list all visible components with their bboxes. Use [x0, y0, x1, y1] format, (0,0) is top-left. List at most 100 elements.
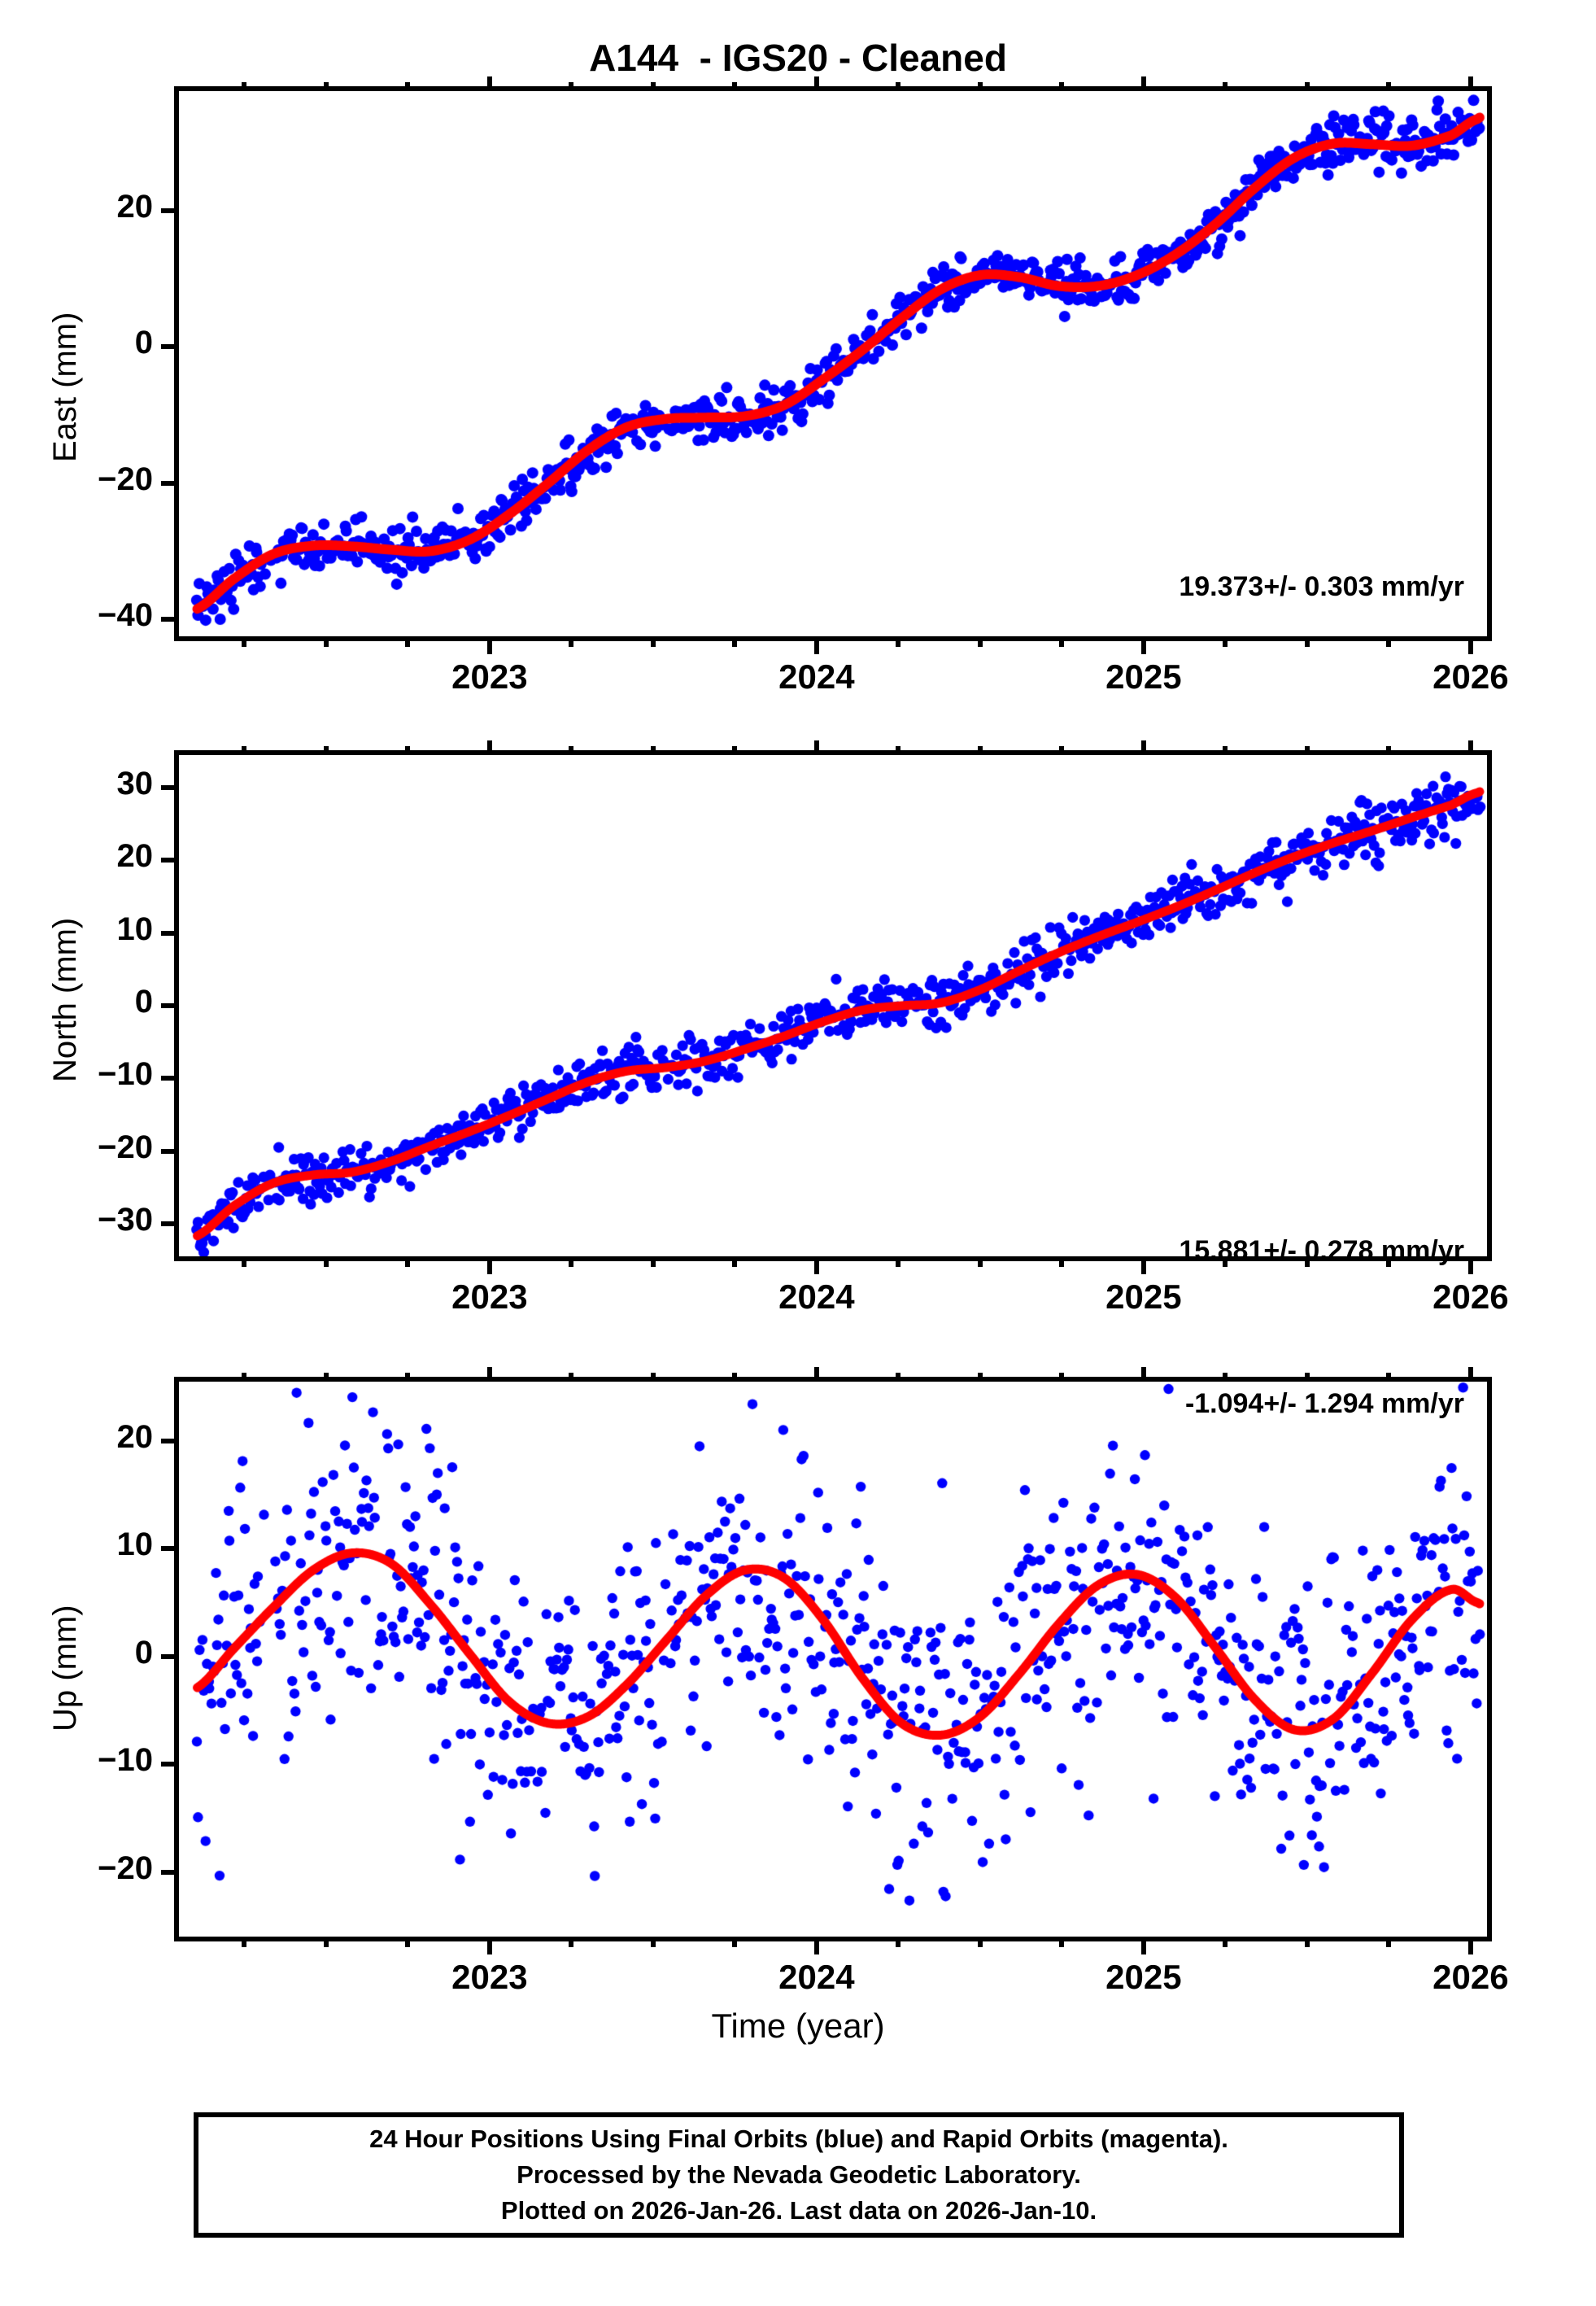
y-tick-label: 0 — [134, 325, 153, 361]
x-tick-mark-top — [896, 1373, 901, 1382]
x-tick-mark-top — [1467, 1367, 1473, 1382]
x-tick-label: 2024 — [778, 1277, 855, 1316]
y-tick-mark — [161, 1546, 179, 1552]
x-tick-mark-top — [1223, 746, 1228, 755]
panel-north — [174, 750, 1492, 1261]
x-tick-mark-minor — [242, 1256, 247, 1267]
x-tick-label: 2025 — [1105, 1277, 1182, 1316]
y-tick-label: −10 — [98, 1742, 153, 1779]
x-tick-mark-minor — [1223, 1937, 1228, 1947]
x-tick-mark-major — [486, 1937, 492, 1954]
y-tick-mark — [161, 1148, 179, 1154]
x-tick-mark-top — [486, 76, 492, 91]
x-tick-mark-top — [977, 746, 983, 755]
x-tick-mark-top — [1140, 76, 1146, 91]
x-tick-mark-minor — [569, 1256, 574, 1267]
x-tick-mark-top — [569, 1373, 574, 1382]
x-tick-mark-top — [1059, 746, 1065, 755]
x-tick-mark-top — [732, 82, 738, 91]
x-tick-mark-top — [486, 740, 492, 755]
x-tick-mark-minor — [732, 1256, 738, 1267]
y-tick-label: 10 — [116, 911, 154, 947]
y-tick-mark — [161, 1653, 179, 1659]
x-tick-mark-top — [323, 746, 329, 755]
x-tick-mark-top — [1304, 1373, 1310, 1382]
x-tick-mark-minor — [650, 1937, 656, 1947]
x-tick-label: 2024 — [778, 657, 855, 696]
x-tick-mark-minor — [1386, 636, 1392, 647]
x-tick-mark-major — [1467, 1256, 1473, 1274]
y-tick-mark — [161, 344, 179, 350]
x-tick-label: 2025 — [1105, 657, 1182, 696]
x-tick-mark-minor — [650, 1256, 656, 1267]
x-tick-mark-top — [569, 746, 574, 755]
x-tick-mark-top — [1223, 1373, 1228, 1382]
y-tick-mark — [161, 480, 179, 486]
x-tick-mark-top — [1059, 82, 1065, 91]
y-tick-label: −20 — [98, 461, 153, 497]
caption-box: 24 Hour Positions Using Final Orbits (bl… — [194, 2112, 1404, 2238]
y-tick-label: 0 — [134, 1634, 153, 1671]
y-tick-label: 10 — [116, 1526, 154, 1563]
x-tick-label: 2025 — [1105, 1958, 1182, 1996]
x-tick-mark-top — [405, 1373, 411, 1382]
y-tick-mark — [161, 1869, 179, 1875]
x-tick-mark-minor — [405, 636, 411, 647]
x-tick-mark-top — [1386, 746, 1392, 755]
y-tick-label: 20 — [116, 188, 154, 225]
x-tick-mark-top — [1304, 746, 1310, 755]
panel-north-rate-annotation: 15.881+/- 0.278 mm/yr — [1179, 1235, 1464, 1266]
x-tick-mark-top — [1140, 740, 1146, 755]
x-tick-mark-top — [977, 1373, 983, 1382]
page-title: A144 - IGS20 - Cleaned — [589, 37, 1007, 79]
x-tick-mark-top — [1467, 76, 1473, 91]
x-tick-mark-minor — [1223, 1256, 1228, 1267]
x-axis-label: Time (year) — [711, 2007, 885, 2045]
x-tick-mark-minor — [323, 636, 329, 647]
x-tick-mark-major — [1140, 1256, 1146, 1274]
x-tick-mark-major — [1140, 1937, 1146, 1954]
y-tick-label: −10 — [98, 1056, 153, 1093]
x-tick-label: 2026 — [1432, 657, 1509, 696]
x-tick-mark-minor — [242, 636, 247, 647]
x-tick-mark-minor — [1059, 1937, 1065, 1947]
x-tick-mark-minor — [896, 1937, 901, 1947]
x-tick-mark-minor — [732, 636, 738, 647]
y-tick-mark — [161, 207, 179, 213]
x-tick-mark-top — [323, 82, 329, 91]
x-tick-mark-top — [1059, 1373, 1065, 1382]
x-tick-mark-minor — [977, 636, 983, 647]
x-tick-mark-minor — [1223, 636, 1228, 647]
x-tick-mark-top — [813, 76, 819, 91]
panel-north-plot-area — [179, 755, 1487, 1256]
x-tick-mark-top — [732, 746, 738, 755]
y-tick-mark — [161, 617, 179, 622]
x-tick-label: 2023 — [451, 1958, 528, 1996]
x-tick-label: 2026 — [1432, 1277, 1509, 1316]
x-tick-mark-minor — [242, 1937, 247, 1947]
y-tick-label: −40 — [98, 597, 153, 634]
y-tick-label: 30 — [116, 766, 154, 802]
x-tick-mark-minor — [1386, 1937, 1392, 1947]
y-tick-mark — [161, 930, 179, 936]
x-tick-mark-minor — [323, 1937, 329, 1947]
x-tick-mark-minor — [732, 1937, 738, 1947]
x-tick-mark-major — [813, 1256, 819, 1274]
y-tick-mark — [161, 1003, 179, 1008]
x-tick-mark-top — [650, 82, 656, 91]
y-tick-mark — [161, 1221, 179, 1226]
y-tick-label: 20 — [116, 838, 154, 875]
x-tick-mark-top — [405, 746, 411, 755]
x-tick-mark-minor — [896, 636, 901, 647]
caption-line-2: Processed by the Nevada Geodetic Laborat… — [517, 2160, 1081, 2189]
x-tick-mark-minor — [650, 636, 656, 647]
x-tick-mark-minor — [977, 1256, 983, 1267]
x-tick-mark-top — [405, 82, 411, 91]
x-tick-mark-minor — [405, 1256, 411, 1267]
caption-line-3: Plotted on 2026-Jan-26. Last data on 202… — [500, 2196, 1097, 2225]
x-tick-mark-top — [242, 746, 247, 755]
x-tick-mark-top — [977, 82, 983, 91]
x-tick-mark-major — [486, 1256, 492, 1274]
x-tick-mark-top — [896, 746, 901, 755]
y-tick-label: 0 — [134, 984, 153, 1020]
